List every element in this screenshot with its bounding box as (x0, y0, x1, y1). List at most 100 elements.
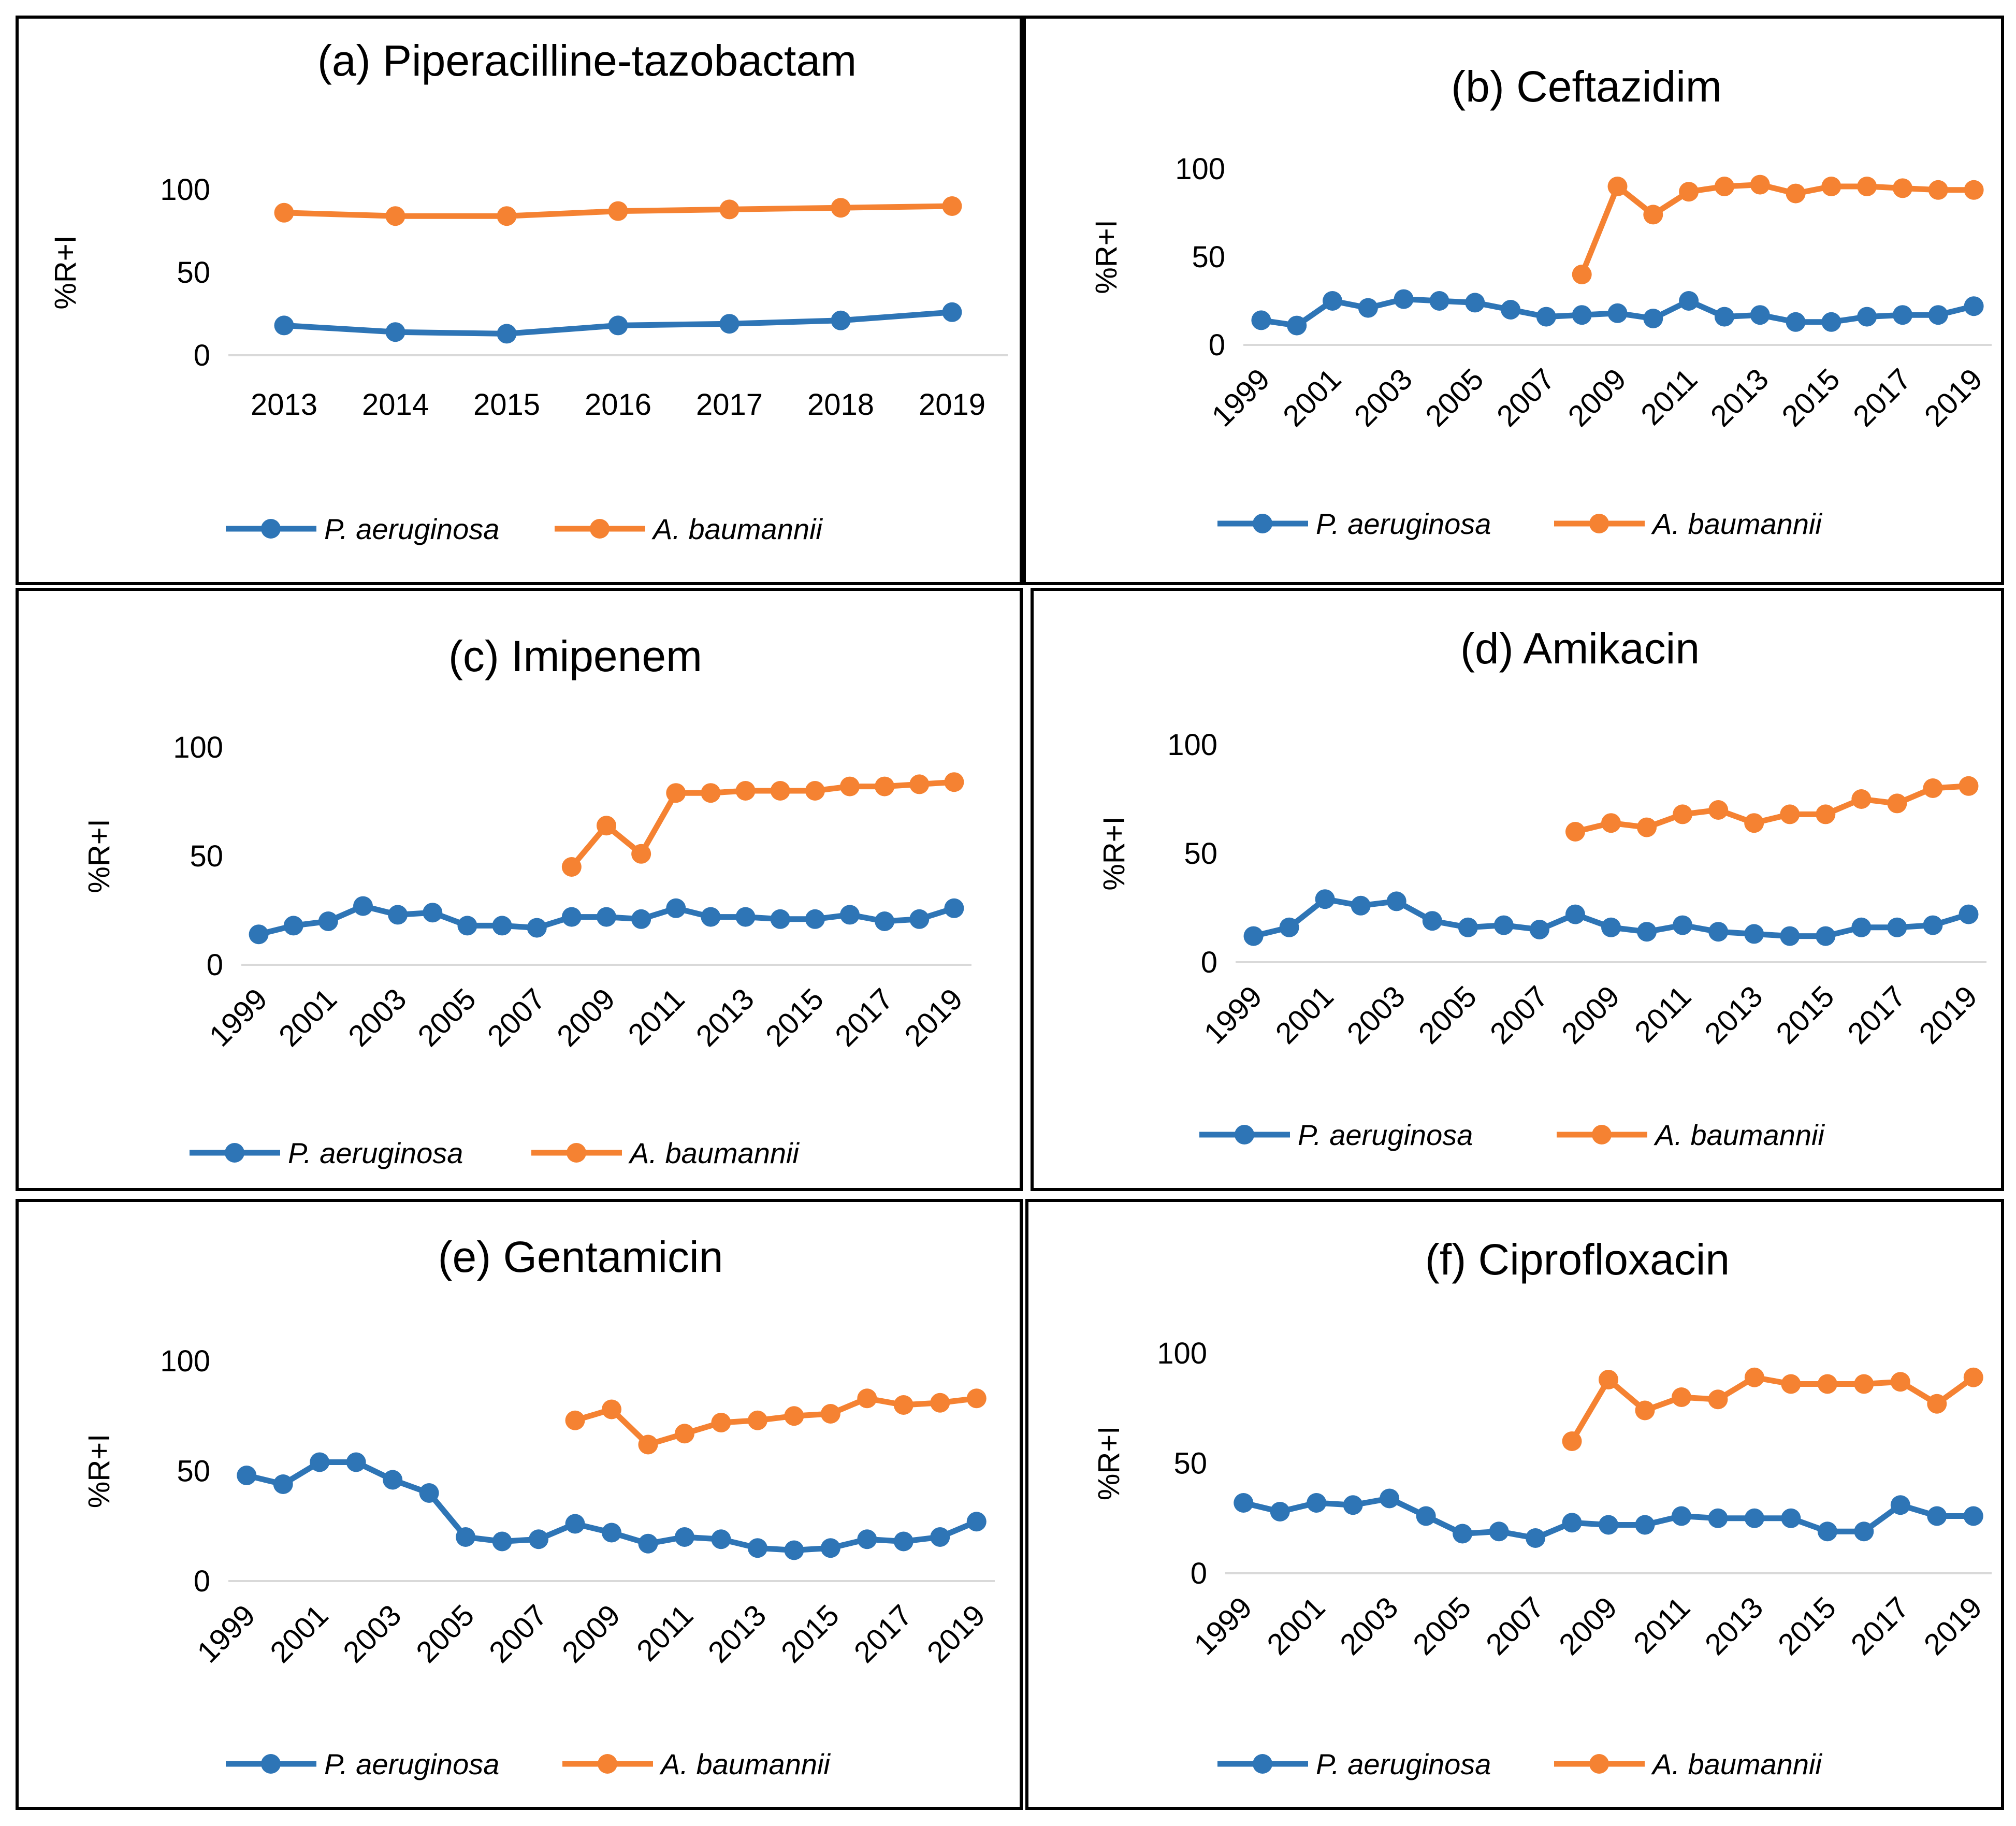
x-tick-label: 1999 (191, 1598, 262, 1669)
x-tick-label: 2007 (481, 982, 552, 1053)
y-tick-label: 100 (1175, 152, 1225, 186)
data-point (602, 1523, 621, 1543)
data-point (1673, 804, 1693, 824)
data-point (1923, 915, 1943, 935)
legend-marker (567, 1143, 586, 1163)
data-point (820, 1404, 840, 1424)
legend-entry: P. aeruginosa (226, 1748, 499, 1780)
x-tick-label: 2017 (696, 388, 763, 422)
legend-entry: A. baumannii (1554, 508, 1822, 540)
data-point (1562, 1431, 1582, 1451)
data-point (1671, 1506, 1691, 1526)
x-tick-label: 1999 (1187, 1590, 1258, 1661)
legend-marker (1253, 514, 1272, 533)
legend-marker (1589, 1754, 1609, 1774)
data-point (310, 1452, 330, 1472)
legend-label: P. aeruginosa (1316, 508, 1491, 540)
panel-d: (d) Amikacin %R+I 0 50 100 1999 2001 2003 2005 20… (1031, 588, 2004, 1191)
data-point (909, 909, 930, 929)
y-tick-label: 0 (1201, 946, 1217, 979)
x-tick-label: 2017 (1847, 362, 1918, 433)
legend-entry: A. baumannii (1557, 1119, 1825, 1151)
data-point (631, 844, 651, 864)
data-point (638, 1533, 658, 1554)
y-tick-label: 100 (1167, 728, 1217, 762)
data-point (274, 202, 294, 223)
chart-title: (c) Imipenem (448, 632, 702, 680)
series-line-a-baumannii (569, 779, 957, 870)
data-point (492, 1531, 512, 1552)
data-point (666, 898, 686, 918)
data-point (1526, 1528, 1546, 1548)
x-tick-label: 2013 (1698, 979, 1769, 1050)
legend-entry: P. aeruginosa (226, 513, 499, 545)
data-point (1429, 291, 1449, 311)
y-tick-label: 0 (207, 948, 223, 982)
data-point (1358, 298, 1378, 318)
data-point (719, 199, 739, 220)
data-point (318, 911, 338, 931)
y-axis-label: %R+I (82, 819, 116, 893)
y-tick-label: 100 (1157, 1337, 1207, 1370)
data-point (857, 1529, 877, 1549)
data-point (237, 1466, 257, 1485)
x-tick-label: 2009 (550, 982, 621, 1053)
x-tick-label: 2001 (272, 982, 343, 1053)
data-point (840, 776, 860, 796)
data-point (1607, 177, 1628, 196)
y-tick-label: 100 (160, 173, 210, 207)
x-tick-label: 2007 (1490, 362, 1561, 433)
legend-entry: P. aeruginosa (1217, 508, 1491, 540)
series-line-a-baumannii (572, 1395, 980, 1447)
data-point (1601, 813, 1621, 833)
x-tick-label: 2017 (1841, 979, 1912, 1050)
x-tick-label: 2001 (1260, 1590, 1331, 1661)
data-point (1816, 804, 1836, 824)
data-point (1671, 1387, 1691, 1407)
series-line-a-baumannii (1572, 783, 1971, 835)
data-point (1679, 291, 1699, 311)
data-point (1599, 1515, 1618, 1535)
data-point (353, 896, 373, 916)
x-tick-label: 2007 (483, 1598, 554, 1669)
data-point (527, 918, 547, 938)
data-point (1279, 917, 1299, 937)
data-point (273, 1474, 293, 1494)
x-tick-label: 2019 (1912, 979, 1983, 1050)
y-tick-label: 0 (194, 1564, 210, 1598)
data-point (966, 1512, 987, 1532)
panel-b: (b) Ceftazidim %R+I 0 50 100 1999 2001 2003 2005… (1023, 16, 2004, 585)
data-point (735, 781, 756, 801)
data-point (1565, 904, 1585, 924)
x-tick-label: 2019 (898, 982, 969, 1053)
data-point (909, 774, 930, 794)
chart-title: (e) Gentamicin (438, 1233, 723, 1281)
legend-marker (1253, 1754, 1272, 1774)
chart-title: (f) Ciprofloxacin (1425, 1235, 1730, 1284)
data-point (711, 1529, 731, 1549)
x-tick-label: 2003 (337, 1598, 408, 1669)
y-tick-label: 0 (1191, 1557, 1207, 1590)
x-tick-label: 2015 (1772, 1590, 1843, 1661)
data-point (1458, 917, 1478, 937)
y-tick-label: 50 (1173, 1447, 1207, 1481)
data-point (283, 916, 303, 936)
data-point (565, 1514, 585, 1534)
data-point (1857, 307, 1877, 327)
data-point (1643, 309, 1663, 328)
data-point (1780, 804, 1800, 824)
chart-e: (e) Gentamicin %R+I 0 50 100 1999 2001 2003 2005… (82, 1233, 995, 1780)
data-point (608, 315, 628, 336)
x-tick-label: 2015 (473, 388, 540, 422)
data-point (701, 907, 721, 927)
x-tick-label: 2019 (1918, 1590, 1989, 1661)
legend-entry: P. aeruginosa (1199, 1119, 1473, 1151)
data-point (1964, 296, 1984, 316)
data-point (805, 781, 825, 801)
legend-entry: P. aeruginosa (1217, 1748, 1491, 1780)
data-point (1781, 1508, 1801, 1528)
x-tick-label: 2015 (759, 982, 830, 1053)
series-line-a-baumannii (1569, 1374, 1977, 1444)
data-point (1887, 793, 1907, 814)
data-point (1565, 822, 1585, 842)
